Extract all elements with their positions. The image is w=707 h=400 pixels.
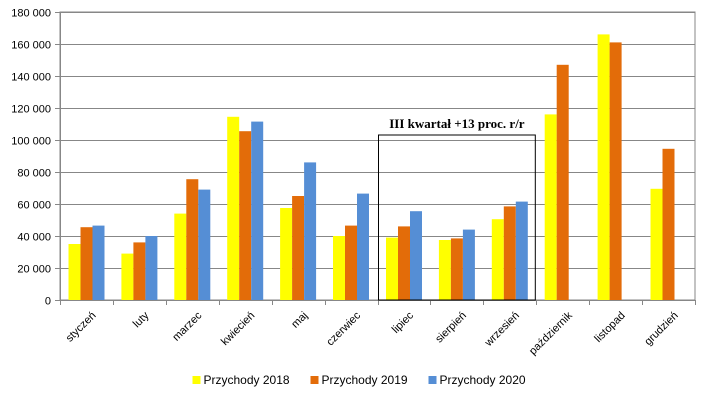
x-tick-label: kwiecień [219,310,257,348]
y-axis-ticks: 0 20 000 40 000 60 000 80 000 100 000 120 000 1… [11,8,60,308]
x-tick-label: luty [131,309,152,330]
annotation-box [378,134,536,301]
legend-label-1: Przychody 2018 [204,373,290,387]
y-tick-label: 100 000 [11,136,51,148]
y-tick-label: 120 000 [11,104,51,116]
x-tick-label: wrzesień [482,310,522,350]
bar-3-3 [198,189,211,300]
x-tick-label: maj [289,310,310,331]
bar-3-6 [357,193,369,300]
bar-2-12 [662,148,675,300]
y-tick-label: 0 [45,296,51,308]
bar-3-5 [304,162,317,300]
bar-3-1 [92,225,105,300]
bar-2-4 [239,131,252,300]
y-tick-label: 20 000 [17,264,51,276]
bar-3-9 [515,201,528,300]
y-tick-label: 60 000 [17,200,51,212]
x-tick-label: lipiec [390,309,417,336]
x-tick-label: styczeń [64,310,99,345]
y-tick-label: 160 000 [11,40,51,52]
bar-1-8 [438,240,451,300]
legend: Przychody 2018 Przychody 2019 Przychody 20… [192,373,526,387]
annotation-label: III kwartał +13 proc. r/r [389,116,525,131]
x-tick-label: czerwiec [324,309,363,348]
bar-1-5 [280,208,293,300]
bar-1-3 [174,213,187,300]
bar-3-7 [410,211,422,300]
y-tick-label: 140 000 [11,72,51,84]
bar-2-5 [292,196,305,300]
legend-swatch-3 [428,376,437,384]
bar-2-3 [186,179,199,300]
x-tick-label: październik [527,309,575,357]
legend-label-3: Przychody 2020 [440,373,526,387]
bar-3-4 [251,121,264,300]
bar-3-2 [145,236,158,300]
x-tick-label: sierpień [433,310,469,346]
bars [68,34,675,301]
y-tick-label: 80 000 [17,168,51,180]
legend-label-2: Przychody 2019 [322,373,408,387]
y-tick-label: 180 000 [11,8,51,20]
bar-1-2 [121,253,134,300]
bar-2-10 [556,64,569,300]
annotations: III kwartał +13 proc. r/r [378,116,536,301]
bar-1-4 [227,116,240,300]
bar-1-12 [650,188,663,300]
bar-3-8 [462,229,475,300]
bar-2-1 [80,227,93,300]
bar-1-10 [544,114,557,301]
legend-swatch-1 [192,376,201,384]
bar-1-6 [333,236,345,300]
bar-2-9 [503,206,516,300]
x-tick-label: grudzień [642,310,680,348]
bar-1-1 [68,244,81,300]
y-tick-label: 40 000 [17,232,51,244]
legend-swatch-2 [310,376,319,384]
bar-2-6 [345,225,357,300]
bar-2-2 [133,242,146,300]
bar-1-9 [491,219,504,300]
x-tick-label: listopad [592,310,627,345]
bar-1-11 [597,34,610,301]
bar-1-7 [386,237,398,300]
bar-2-7 [398,226,410,300]
x-axis-ticks: styczeń luty marzec kwiecień maj czerwiec lipi… [60,300,696,357]
x-tick-label: marzec [170,309,204,343]
bar-2-11 [609,42,622,301]
bar-2-8 [450,238,463,300]
